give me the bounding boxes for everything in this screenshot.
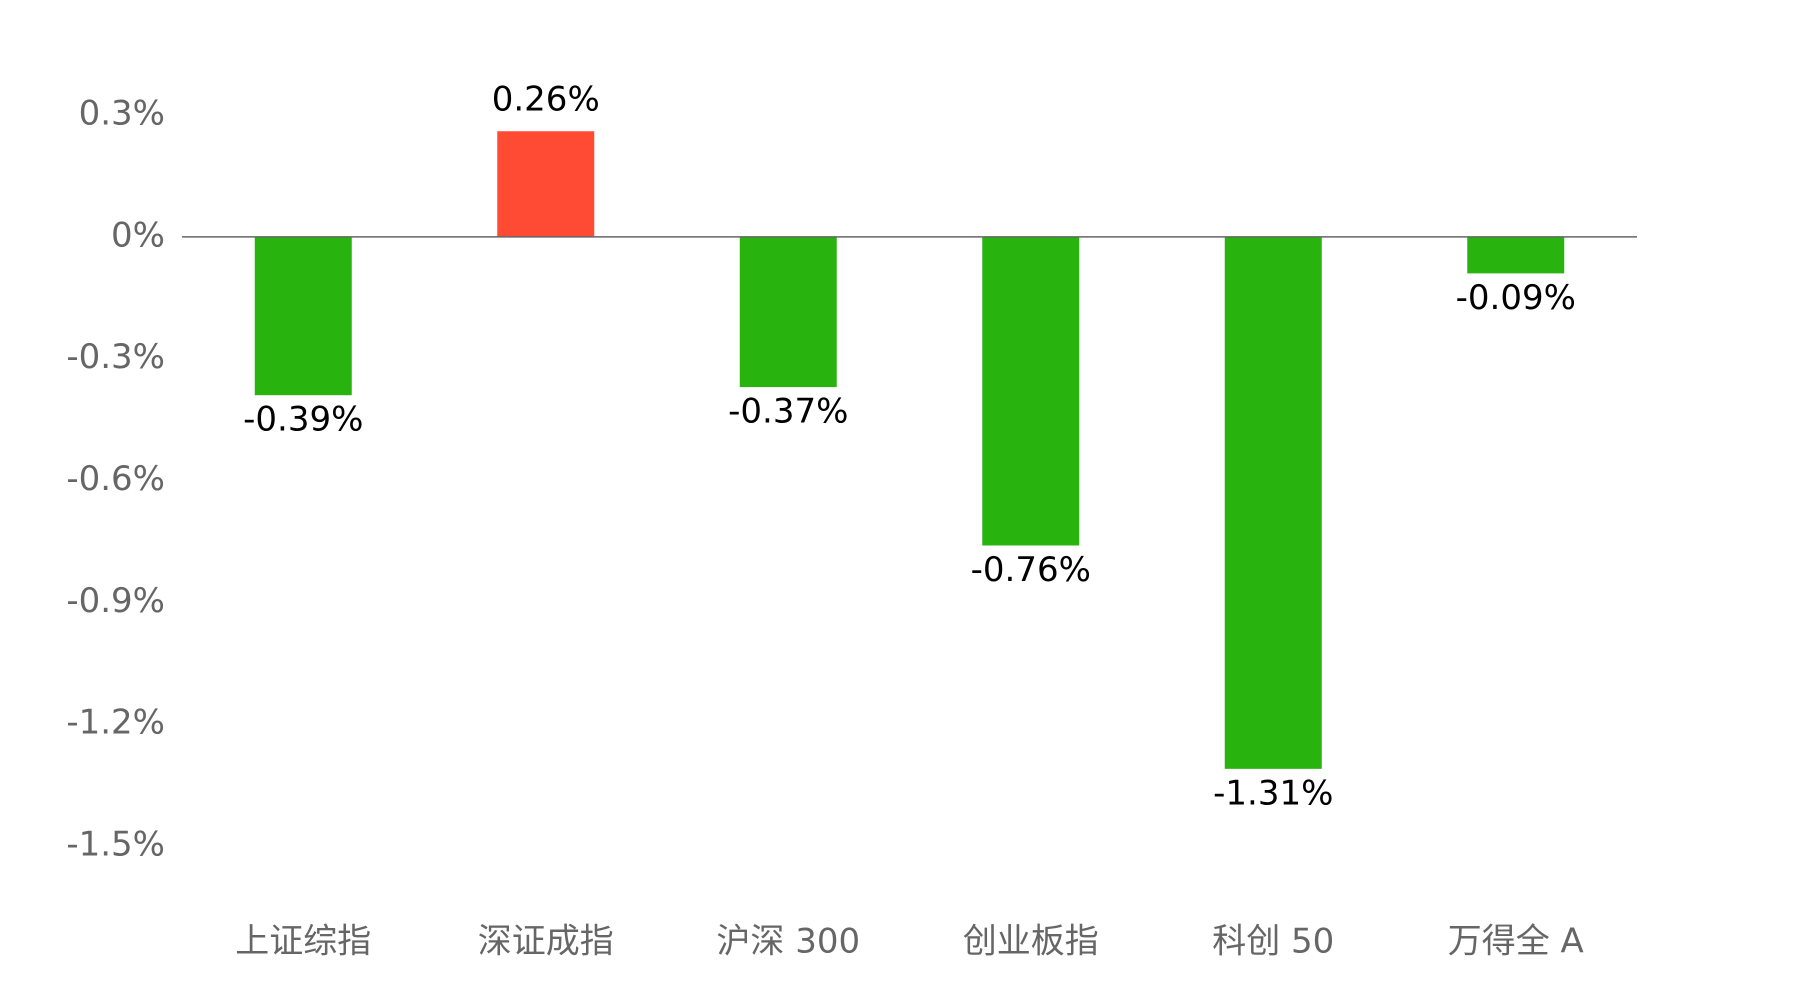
y-tick-label: -0.6%: [66, 459, 165, 499]
bar: [982, 236, 1080, 546]
bar: [739, 236, 837, 388]
data-label: -0.09%: [1456, 278, 1576, 318]
data-label: -0.37%: [728, 392, 848, 432]
y-tick-label: -1.5%: [66, 825, 165, 865]
x-tick-label: 沪深 300: [716, 922, 860, 962]
y-tick-label: 0%: [111, 215, 165, 255]
y-tick-label: 0.3%: [79, 94, 165, 134]
data-label: -0.39%: [243, 400, 363, 440]
bar: [497, 131, 595, 237]
bar: [1467, 236, 1565, 274]
x-tick-label: 创业板指: [963, 922, 1099, 962]
bar: [254, 236, 352, 396]
x-tick-label: 深证成指: [478, 922, 614, 962]
data-label: -0.76%: [971, 550, 1091, 590]
data-label: -1.31%: [1213, 773, 1333, 813]
y-tick-label: -0.3%: [66, 337, 165, 377]
x-tick-label: 万得全 A: [1448, 922, 1584, 962]
x-tick-label: 科创 50: [1212, 922, 1334, 962]
x-tick-label: 上证综指: [235, 922, 371, 962]
y-tick-label: -0.9%: [66, 581, 165, 621]
bar: [1224, 236, 1322, 769]
data-label: 0.26%: [492, 80, 600, 120]
y-tick-label: -1.2%: [66, 703, 165, 743]
